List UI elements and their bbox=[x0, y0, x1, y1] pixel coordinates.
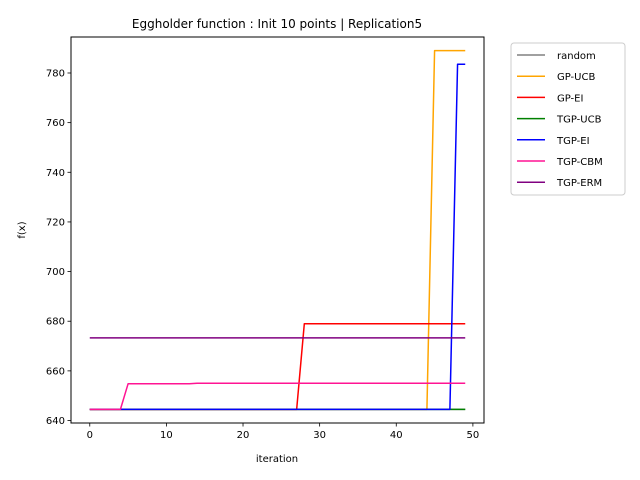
y-tick-label: 780 bbox=[46, 68, 65, 79]
legend-label-gp-ei: GP-EI bbox=[557, 93, 583, 104]
y-axis: 640 660 680 700 720 740 760 780 bbox=[46, 68, 71, 427]
y-tick-label: 680 bbox=[46, 317, 65, 328]
y-tick-label: 720 bbox=[46, 217, 65, 228]
x-tick-label: 50 bbox=[467, 430, 480, 441]
plot-area bbox=[89, 49, 466, 411]
legend-label-tgp-erm: TGP-ERM bbox=[556, 178, 602, 189]
y-tick-label: 740 bbox=[46, 168, 65, 179]
legend-label-tgp-cbm: TGP-CBM bbox=[556, 157, 603, 168]
legend: random GP-UCB GP-EI TGP-UCB TGP-EI TGP-CBM TGP… bbox=[510, 42, 626, 196]
legend-label-gp-ucb: GP-UCB bbox=[557, 72, 595, 83]
plot-frame bbox=[70, 36, 485, 424]
x-tick-label: 40 bbox=[390, 430, 403, 441]
y-tick-label: 640 bbox=[46, 416, 65, 427]
x-tick-label: 0 bbox=[87, 430, 93, 441]
y-tick-label: 660 bbox=[46, 366, 65, 377]
y-tick-label: 760 bbox=[46, 118, 65, 129]
series-line-tgp-cbm bbox=[89, 382, 466, 411]
x-axis-label: iteration bbox=[256, 454, 298, 465]
legend-label-tgp-ei: TGP-EI bbox=[556, 136, 590, 147]
x-tick-label: 10 bbox=[160, 430, 173, 441]
x-axis: 0 10 20 30 40 50 bbox=[87, 423, 480, 441]
x-tick-label: 20 bbox=[237, 430, 250, 441]
x-tick-label: 30 bbox=[313, 430, 326, 441]
legend-label-random: random bbox=[557, 51, 596, 62]
legend-box bbox=[510, 42, 626, 196]
series-line-tgp-ei bbox=[89, 63, 466, 411]
chart-title: Eggholder function : Init 10 points | Re… bbox=[132, 17, 422, 31]
legend-label-tgp-ucb: TGP-UCB bbox=[556, 115, 602, 126]
y-axis-label: f(x) bbox=[17, 221, 28, 238]
y-tick-label: 700 bbox=[46, 267, 65, 278]
